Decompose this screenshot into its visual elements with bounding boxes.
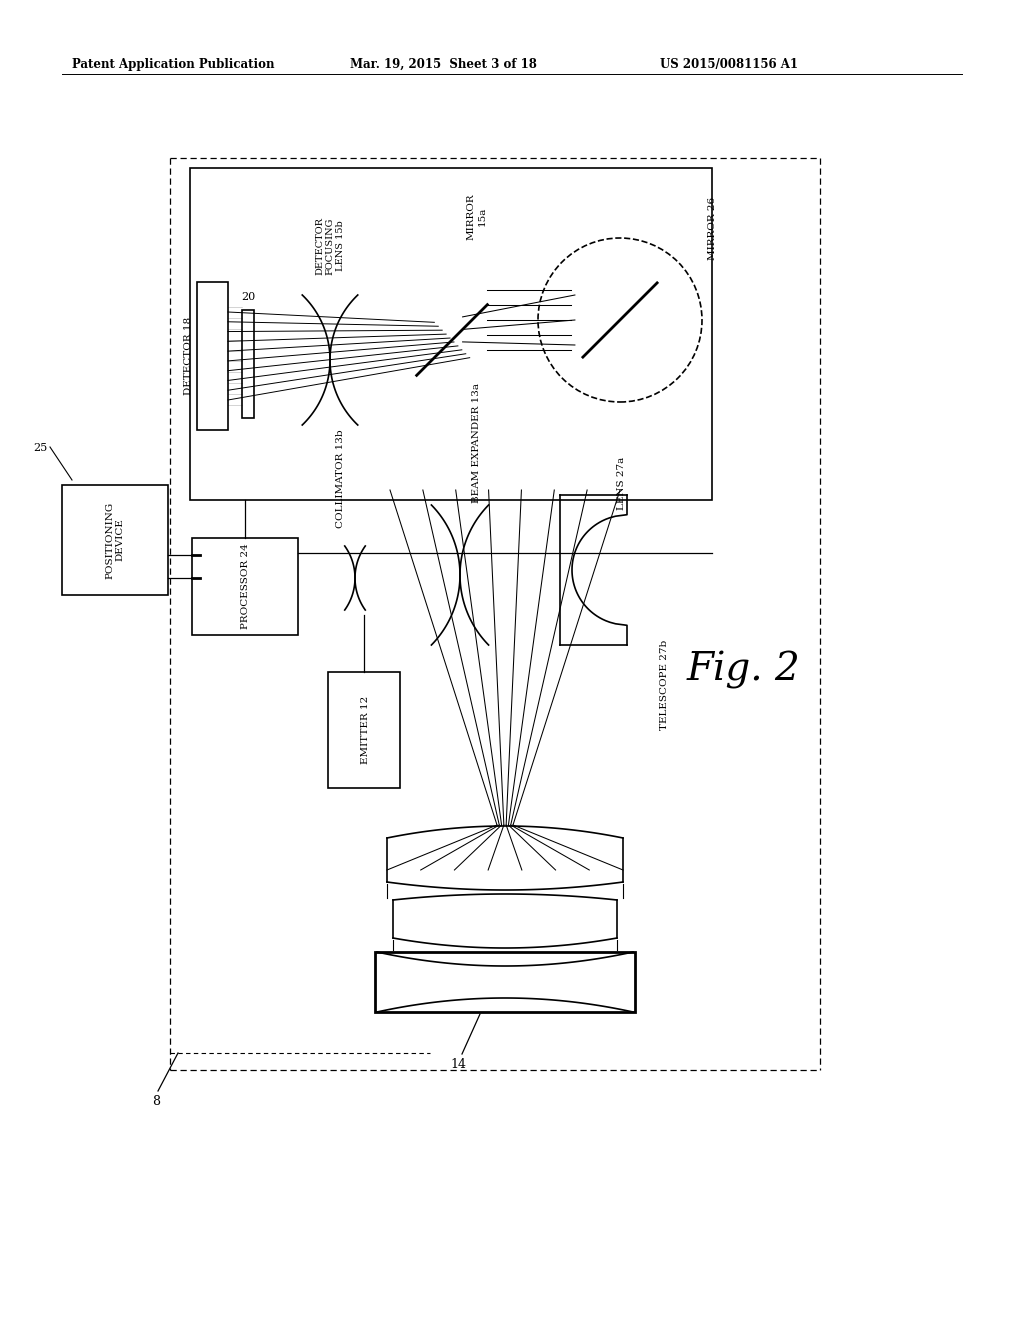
- Text: MIRROR 26: MIRROR 26: [708, 197, 717, 260]
- Bar: [375, 952, 635, 1012]
- Text: COLLIMATOR 13b: COLLIMATOR 13b: [336, 429, 345, 528]
- Text: DETECTOR
FOCUSING
LENS 15b: DETECTOR FOCUSING LENS 15b: [315, 216, 345, 275]
- Text: PROCESSOR 24: PROCESSOR 24: [241, 544, 250, 630]
- Text: EMITTER 12: EMITTER 12: [361, 696, 371, 764]
- Text: 25: 25: [34, 444, 48, 453]
- Text: BEAM EXPANDER 13a: BEAM EXPANDER 13a: [472, 383, 481, 503]
- Text: 14: 14: [450, 1059, 466, 1071]
- Bar: [62, 484, 168, 595]
- Text: Patent Application Publication: Patent Application Publication: [72, 58, 274, 71]
- Text: 8: 8: [152, 1096, 160, 1107]
- Text: US 2015/0081156 A1: US 2015/0081156 A1: [660, 58, 798, 71]
- Text: DETECTOR 18: DETECTOR 18: [184, 317, 193, 395]
- Text: TELESCOPE 27b: TELESCOPE 27b: [660, 640, 669, 730]
- Text: Fig. 2: Fig. 2: [686, 651, 800, 689]
- Text: POSITIONING
DEVICE: POSITIONING DEVICE: [105, 502, 125, 578]
- Bar: [328, 672, 400, 788]
- Text: Mar. 19, 2015  Sheet 3 of 18: Mar. 19, 2015 Sheet 3 of 18: [350, 58, 537, 71]
- Bar: [193, 539, 298, 635]
- Bar: [242, 310, 254, 418]
- Text: MIRROR
15a: MIRROR 15a: [467, 193, 486, 240]
- Text: 20: 20: [241, 292, 255, 302]
- Text: LENS 27a: LENS 27a: [617, 457, 626, 510]
- Bar: [197, 282, 228, 430]
